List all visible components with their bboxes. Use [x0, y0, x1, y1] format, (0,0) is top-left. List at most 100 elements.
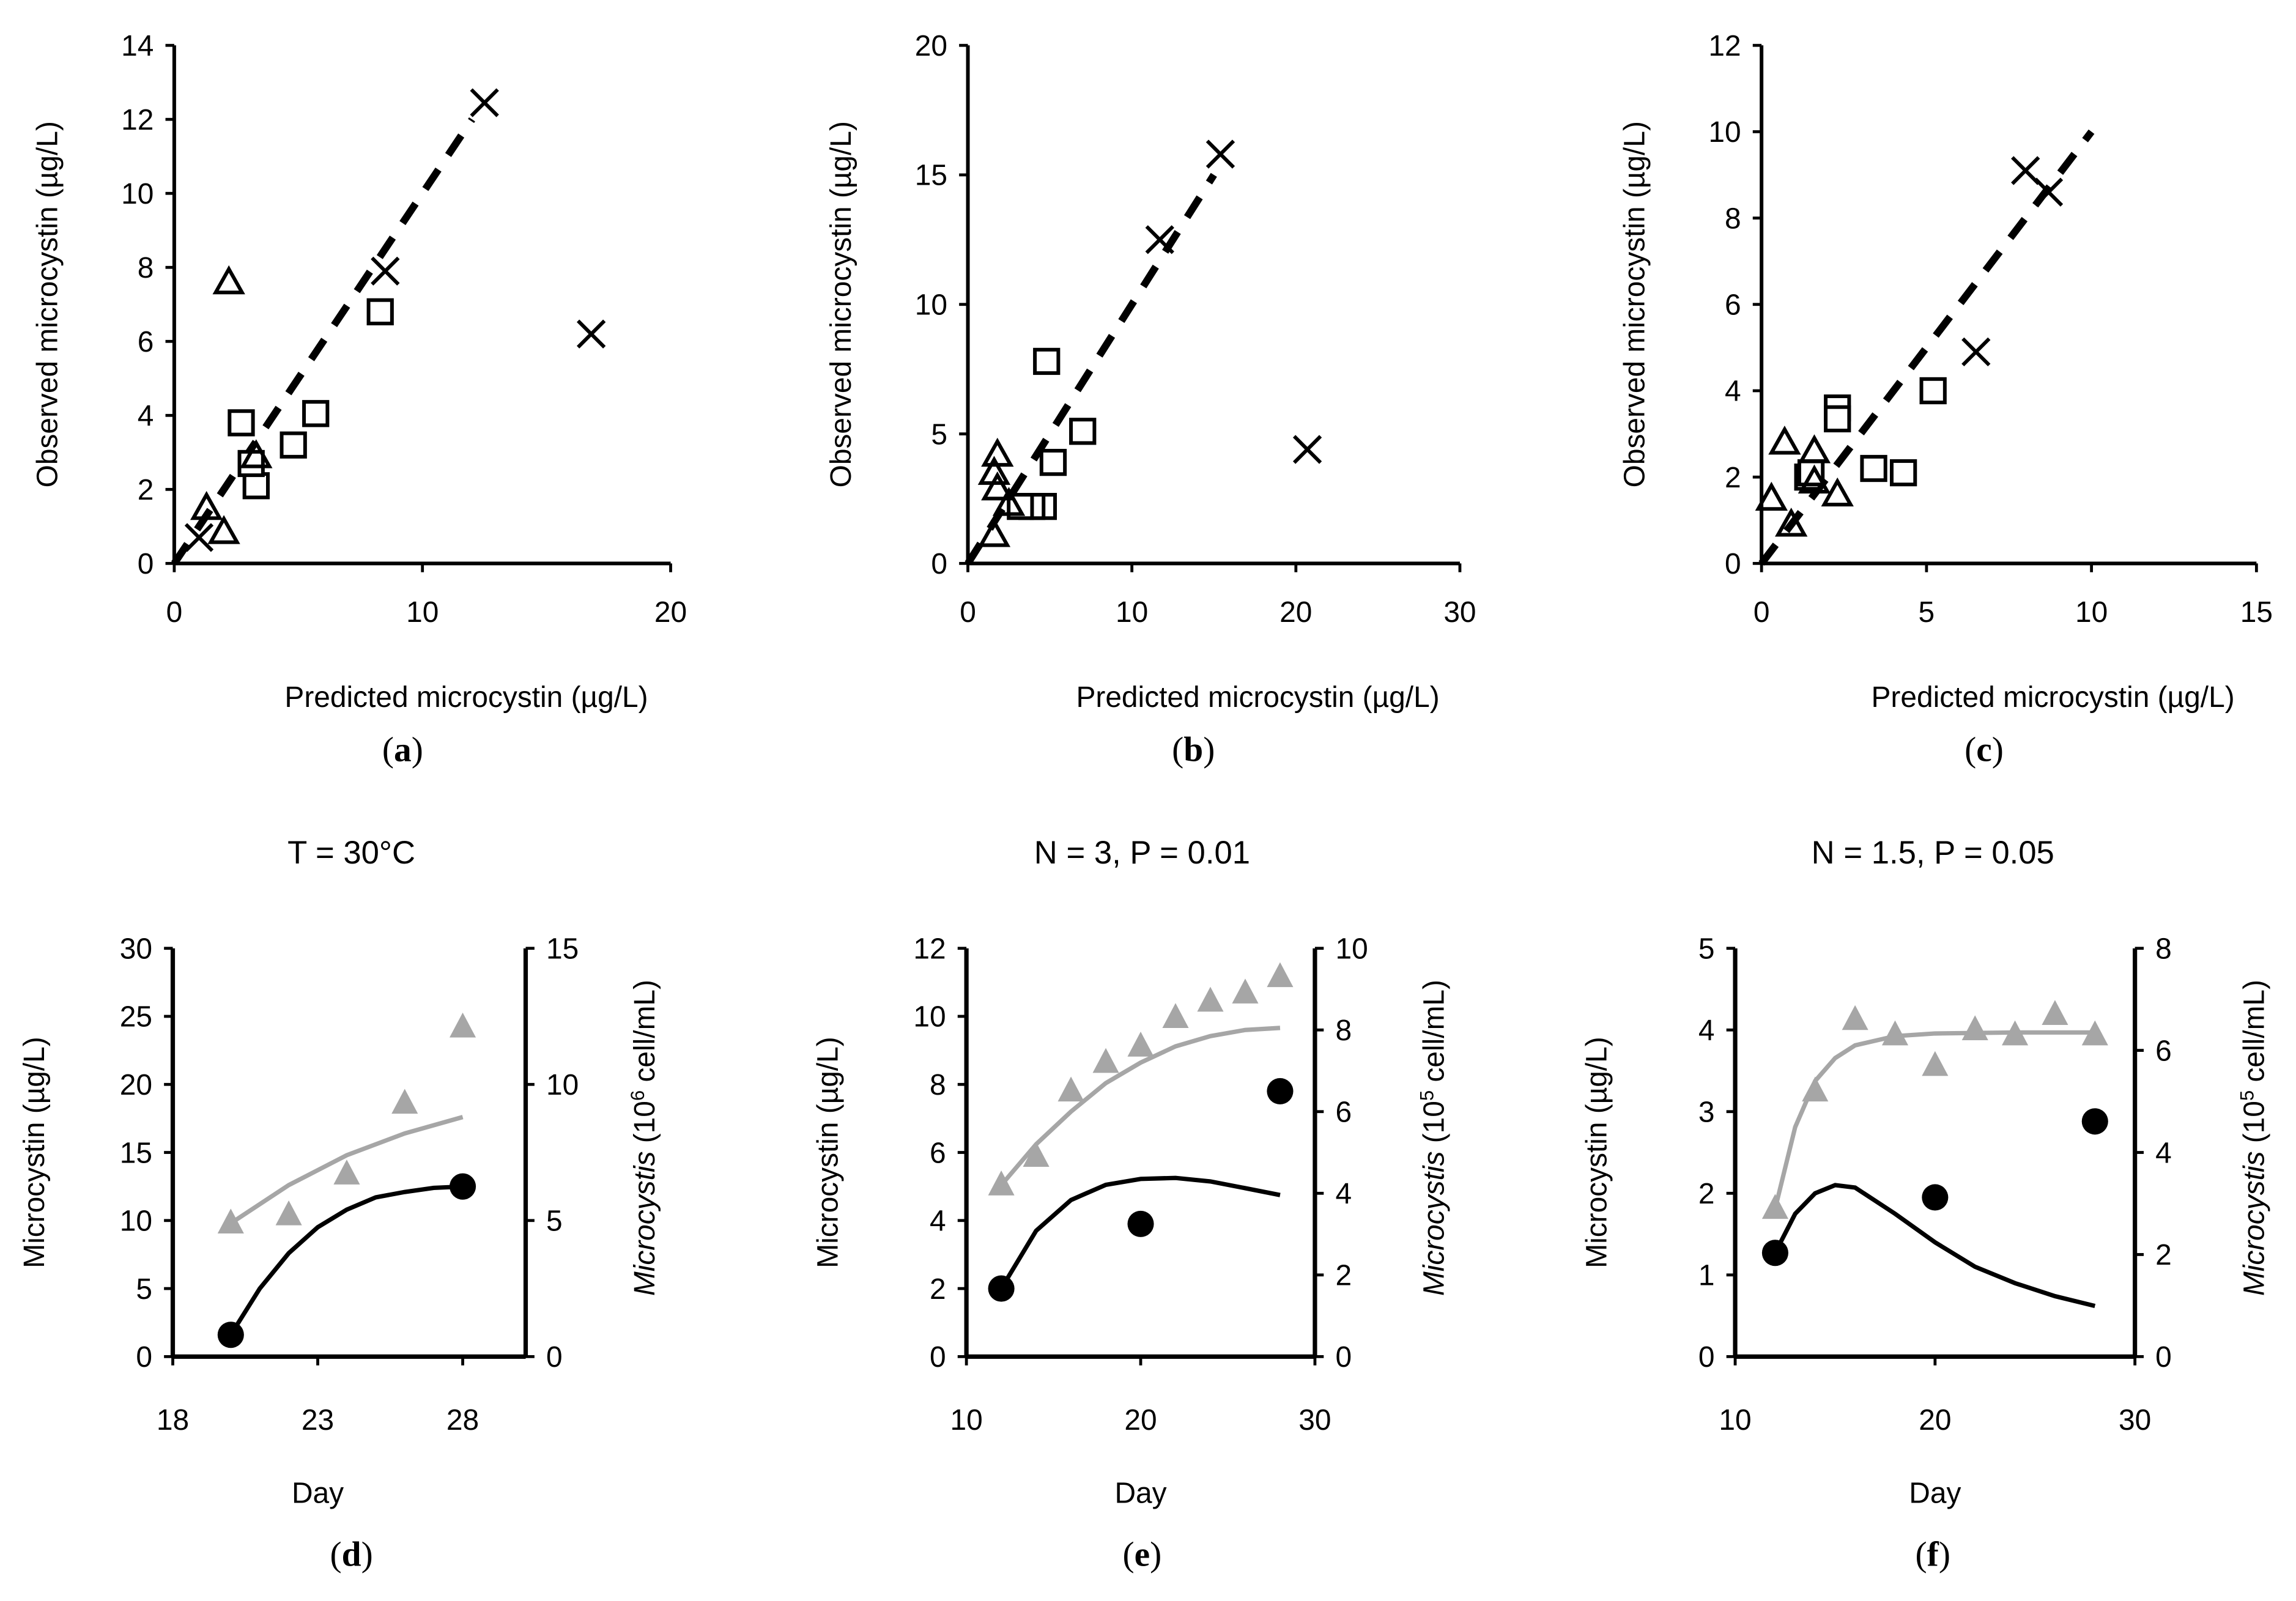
- square-point: [1919, 377, 1947, 405]
- y-tick-label: 14: [121, 30, 154, 62]
- square-point: [280, 431, 307, 459]
- cell-observed-point: [1232, 978, 1259, 1004]
- triangle-point: [240, 439, 273, 468]
- y2-tick-label: 4: [1335, 1178, 1352, 1210]
- square-point: [302, 400, 330, 427]
- y-tick-label: 30: [120, 933, 152, 965]
- triangle-point: [207, 515, 240, 544]
- y-tick-label: 4: [1698, 1015, 1715, 1047]
- y2-tick-label: 0: [1335, 1341, 1352, 1374]
- triangle-point: [1768, 426, 1801, 455]
- y-tick-label: 0: [1725, 548, 1741, 580]
- cross-point: [576, 319, 606, 349]
- y-axis-title: Microcystin (µg/L): [1580, 1037, 1613, 1268]
- cell-observed-point: [1922, 1051, 1949, 1076]
- y-tick-label: 8: [930, 1069, 946, 1101]
- y-axis-title: Microcystin (µg/L): [812, 1037, 844, 1268]
- y-tick-label: 8: [138, 252, 154, 284]
- x-tick-label: 20: [1919, 1404, 1951, 1436]
- y-tick-label: 20: [915, 30, 947, 62]
- cell-observed-point: [1197, 986, 1224, 1012]
- panel-label: (c): [1965, 730, 2004, 769]
- y2-title-italic: Microcystis: [629, 1152, 661, 1296]
- one-to-one-line: [171, 117, 475, 566]
- x-tick-label: 10: [2075, 596, 2108, 629]
- cell-model-line: [229, 1115, 464, 1226]
- y2-tick-label: 4: [2155, 1137, 2172, 1169]
- triangle-point: [1821, 477, 1854, 507]
- cell-observed-point: [1881, 1020, 1909, 1046]
- x-tick-label: 30: [2119, 1404, 2151, 1436]
- cross-point: [1292, 435, 1322, 464]
- y-axis-title: Microcystin (µg/L): [18, 1037, 51, 1268]
- triangle-point: [1798, 464, 1831, 494]
- cell-observed-point: [2002, 1020, 2029, 1046]
- y2-title-unit: (10: [629, 1101, 661, 1151]
- microcystin-observed-point: [1761, 1240, 1788, 1266]
- cross-point: [1145, 225, 1174, 254]
- y-tick-label: 0: [136, 1341, 152, 1374]
- y-tick-label: 0: [930, 1341, 946, 1374]
- y2-title-unit: (10: [1418, 1101, 1451, 1151]
- y-tick-label: 4: [930, 1205, 946, 1238]
- y2-tick-label: 15: [546, 933, 579, 965]
- cross-point: [2011, 156, 2040, 185]
- y2-tick-label: 10: [546, 1069, 579, 1101]
- y-tick-label: 10: [120, 1205, 152, 1238]
- y-tick-label: 5: [136, 1273, 152, 1306]
- x-tick-label: 10: [1116, 596, 1148, 629]
- square-point: [1889, 459, 1917, 487]
- y2-title-unit-end: cell/mL): [629, 980, 661, 1090]
- triangle-point: [1798, 434, 1831, 464]
- y2-title-exponent: 5: [2236, 1090, 2257, 1101]
- panel-label-close: ): [1203, 730, 1215, 769]
- y-tick-label: 2: [1698, 1178, 1715, 1210]
- y-tick-label: 0: [138, 548, 154, 580]
- y-axis-title: Observed microcystin (µg/L): [1619, 121, 1651, 487]
- x-tick-label: 0: [1753, 596, 1770, 629]
- microcystin-observed-point: [217, 1322, 244, 1348]
- x-tick-label: 20: [654, 596, 687, 629]
- square-point: [1033, 347, 1061, 375]
- panel-label-open: (: [1965, 730, 1976, 769]
- square-point: [1069, 418, 1097, 445]
- triangle-point: [1775, 508, 1808, 537]
- x-axis-title: Day: [292, 1477, 344, 1510]
- panel-label: (d): [330, 1536, 372, 1574]
- square-point: [366, 298, 394, 325]
- y-tick-label: 15: [120, 1137, 152, 1169]
- x-tick-label: 0: [166, 596, 183, 629]
- cell-observed-point: [217, 1208, 244, 1234]
- panel-label-letter: d: [342, 1536, 361, 1574]
- y2-title-exponent: 6: [627, 1090, 648, 1101]
- cell-observed-point: [988, 1170, 1015, 1196]
- panel-label: (a): [382, 730, 423, 769]
- x-tick-label: 10: [950, 1404, 983, 1436]
- panel-label-open: (: [1123, 1536, 1135, 1574]
- y2-title-italic: Microcystis: [2238, 1152, 2270, 1296]
- y2-tick-label: 8: [1335, 1015, 1352, 1047]
- cell-observed-point: [1802, 1076, 1829, 1102]
- x-tick-label: 23: [302, 1404, 334, 1436]
- triangle-point: [1755, 481, 1788, 511]
- cross-point: [2034, 177, 2064, 207]
- y-tick-label: 6: [930, 1137, 946, 1169]
- y-tick-label: 4: [1725, 375, 1741, 408]
- y-tick-label: 6: [138, 326, 154, 358]
- y-tick-label: 6: [1725, 289, 1741, 322]
- cross-point: [184, 523, 214, 552]
- cross-point: [1205, 139, 1235, 169]
- y2-title-exponent: 5: [1416, 1090, 1437, 1101]
- y-tick-label: 5: [1698, 933, 1715, 965]
- panel-label-letter: e: [1135, 1536, 1150, 1574]
- cell-observed-point: [333, 1159, 360, 1185]
- microcystin-observed-point: [988, 1275, 1015, 1302]
- panel-label: (e): [1123, 1536, 1162, 1574]
- square-point: [242, 472, 270, 500]
- y2-axis-title: Microcystis (106 cell/mL): [627, 980, 662, 1296]
- triangle-point: [977, 518, 1011, 547]
- panel-label: (b): [1172, 730, 1215, 769]
- triangle-point: [992, 487, 1026, 516]
